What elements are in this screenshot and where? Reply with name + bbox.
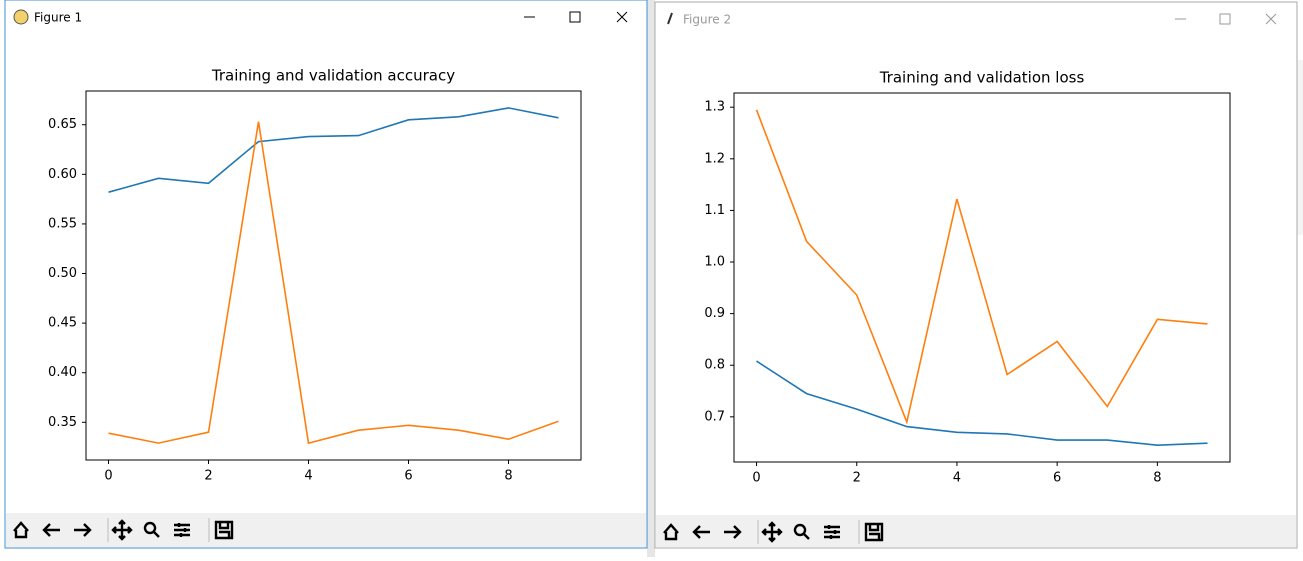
y-tick-label: 0.45 — [48, 316, 77, 331]
y-tick-label: 0.8 — [704, 358, 725, 373]
home-button[interactable] — [13, 521, 29, 539]
y-tick-label: 1.3 — [704, 100, 725, 115]
plot-frame — [85, 90, 582, 461]
x-tick-label: 4 — [304, 469, 312, 484]
y-tick-label: 0.35 — [48, 415, 77, 430]
data-line — [108, 107, 559, 193]
x-tick-label: 6 — [1053, 471, 1061, 486]
maximize-button[interactable] — [1219, 13, 1231, 25]
y-tick-label: 1.2 — [704, 151, 725, 166]
configure-button[interactable] — [824, 525, 840, 539]
y-tick-label: 0.65 — [48, 117, 77, 132]
zoom-button[interactable] — [143, 521, 160, 538]
save-button[interactable] — [864, 522, 884, 542]
pan-button[interactable] — [761, 521, 783, 543]
save-button[interactable] — [214, 520, 234, 540]
back-button[interactable] — [692, 525, 710, 539]
background-page — [1297, 60, 1303, 235]
chart-title: Training and validation accuracy — [211, 67, 455, 85]
toolbar — [656, 515, 1296, 547]
y-tick-label: 0.60 — [48, 167, 77, 182]
data-line — [756, 360, 1208, 447]
x-tick-label: 2 — [853, 471, 861, 486]
y-tick-label: 0.50 — [48, 266, 77, 281]
window-icon — [667, 12, 673, 25]
x-tick-label: 0 — [752, 471, 760, 486]
forward-button[interactable] — [724, 525, 742, 539]
background-page — [647, 0, 655, 557]
data-line — [755, 109, 1208, 425]
zoom-button[interactable] — [793, 523, 810, 540]
x-tick-label: 8 — [504, 469, 512, 484]
x-tick-label: 4 — [953, 471, 961, 486]
close-button[interactable] — [616, 11, 628, 23]
x-tick-label: 2 — [204, 469, 212, 484]
toolbar — [6, 513, 646, 547]
back-button[interactable] — [42, 523, 60, 537]
y-tick-label: 0.55 — [48, 216, 77, 231]
y-tick-label: 0.7 — [704, 409, 725, 424]
pan-button[interactable] — [111, 519, 133, 541]
home-button[interactable] — [663, 523, 679, 541]
y-tick-label: 0.40 — [48, 365, 77, 380]
y-tick-label: 1.0 — [704, 255, 725, 270]
plot-frame — [733, 92, 1231, 463]
x-tick-label: 8 — [1153, 471, 1161, 486]
y-tick-label: 1.1 — [704, 203, 725, 218]
x-tick-label: 0 — [104, 469, 112, 484]
window-title: Figure 1 — [34, 11, 82, 25]
y-tick-label: 0.9 — [704, 306, 725, 321]
data-line — [108, 121, 559, 445]
maximize-button[interactable] — [569, 11, 581, 23]
configure-button[interactable] — [174, 523, 190, 537]
window-icon — [13, 9, 29, 25]
window-title: Figure 2 — [683, 13, 731, 27]
close-button[interactable] — [1265, 13, 1277, 25]
chart-title: Training and validation loss — [879, 69, 1085, 87]
x-tick-label: 6 — [404, 469, 412, 484]
forward-button[interactable] — [74, 523, 92, 537]
